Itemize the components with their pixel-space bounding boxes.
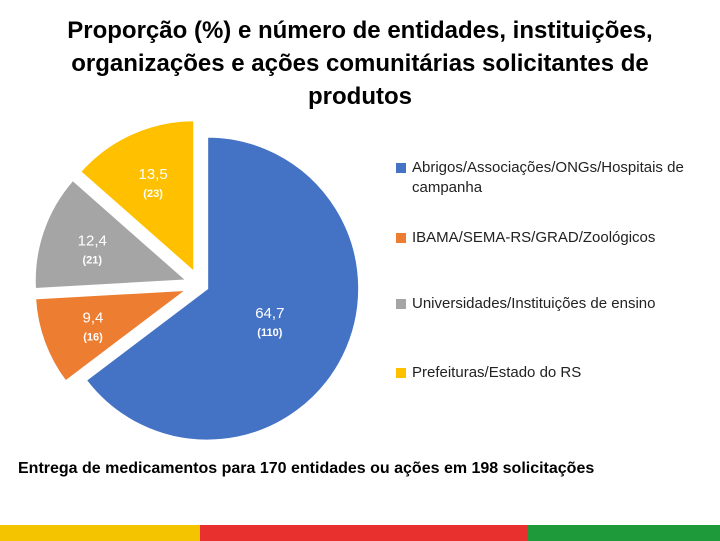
- legend-swatch: [396, 163, 406, 173]
- slice-value-label: 12,4: [78, 233, 107, 250]
- legend-item-universidades: Universidades/Instituições de ensino: [396, 294, 712, 314]
- footnote: Entrega de medicamentos para 170 entidad…: [18, 460, 595, 477]
- chart-title: Proporção (%) e número de entidades, ins…: [67, 17, 653, 110]
- legend-label: Abrigos/Associações/ONGs/Hospitais de ca…: [412, 159, 684, 196]
- bottom-stripe-yellow: [0, 525, 200, 541]
- pie-slice-universidades: [33, 178, 190, 291]
- legend-swatch: [396, 368, 406, 378]
- bottom-stripe-green: [528, 525, 720, 541]
- legend-label: Prefeituras/Estado do RS: [412, 364, 582, 381]
- slice-value-label: 13,5: [138, 166, 167, 183]
- slice-count-label: (16): [83, 331, 103, 343]
- pie-slice-abrigos: [84, 135, 361, 442]
- legend-swatch: [396, 233, 406, 243]
- bottom-stripe-red: [200, 525, 528, 541]
- legend-swatch: [396, 299, 406, 309]
- slice-count-label: (110): [257, 327, 282, 339]
- slice-count-label: (23): [143, 188, 163, 200]
- pie-slice-ibama: [34, 288, 191, 383]
- pie-slice-prefeituras: [78, 119, 196, 275]
- legend-item-abrigos: Abrigos/Associações/ONGs/Hospitais de ca…: [396, 158, 712, 198]
- legend-item-ibama: IBAMA/SEMA-RS/GRAD/Zoológicos: [396, 228, 712, 248]
- legend-label: Universidades/Instituições de ensino: [412, 295, 656, 312]
- slice-count-label: (21): [82, 255, 102, 267]
- legend-label: IBAMA/SEMA-RS/GRAD/Zoológicos: [412, 229, 656, 246]
- legend-item-prefeituras: Prefeituras/Estado do RS: [396, 363, 712, 383]
- slice-value-label: 64,7: [255, 305, 284, 322]
- slice-value-label: 9,4: [83, 309, 104, 326]
